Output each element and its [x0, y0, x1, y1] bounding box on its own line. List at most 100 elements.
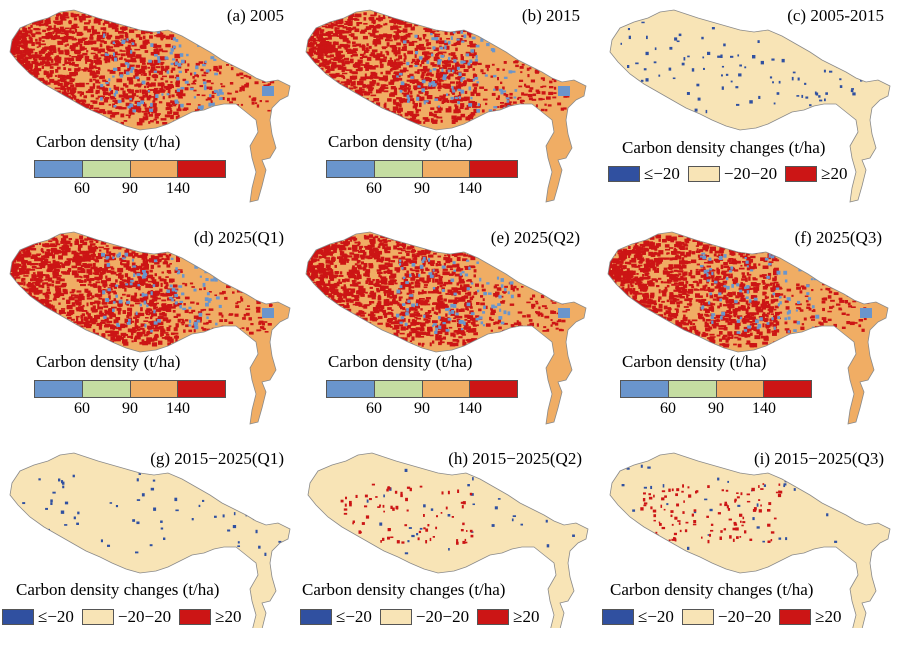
- swatch-gt140: [470, 381, 517, 397]
- label-increase: ≥20: [513, 607, 540, 626]
- density-colorbar: [34, 380, 226, 398]
- swatch-90-140: [130, 381, 179, 397]
- density-colorbar: [326, 160, 518, 178]
- panel-d: (d) 2025(Q1) Carbon density (t/ha) 60 90…: [0, 222, 300, 431]
- swatch-gt140: [470, 161, 517, 177]
- tick-90: 90: [122, 400, 138, 417]
- map-a: [9, 9, 291, 203]
- label-stable: −20−20: [117, 607, 172, 626]
- swatch-lt60: [621, 381, 669, 397]
- label-stable: −20−20: [723, 164, 778, 183]
- legend-title: Carbon density (t/ha): [36, 352, 181, 371]
- panel-title: (g) 2015−2025(Q1): [150, 449, 284, 468]
- legend-title: Carbon density changes (t/ha): [16, 580, 220, 599]
- panel-i: (i) 2015−2025(Q3) Carbon density changes…: [600, 443, 900, 652]
- map-i: [609, 452, 891, 628]
- legend-title: Carbon density (t/ha): [36, 132, 181, 151]
- change-legend: ≤−20 −20−20 ≥20: [608, 164, 855, 184]
- swatch-60-90: [82, 381, 131, 397]
- legend-title: Carbon density changes (t/ha): [302, 580, 506, 599]
- swatch-decrease: [608, 166, 640, 182]
- swatch-gt140: [178, 381, 225, 397]
- density-colorbar: [326, 380, 518, 398]
- panel-title: (i) 2015−2025(Q3): [754, 449, 884, 468]
- tick-60: 60: [366, 180, 382, 197]
- tick-140: 140: [458, 180, 482, 197]
- tick-60: 60: [74, 180, 90, 197]
- label-increase: ≥20: [821, 164, 848, 183]
- swatch-decrease: [602, 609, 634, 625]
- tick-90: 90: [414, 180, 430, 197]
- tick-90: 90: [122, 180, 138, 197]
- swatch-gt140: [178, 161, 225, 177]
- swatch-stable: [81, 609, 114, 625]
- panel-title: (e) 2025(Q2): [490, 228, 580, 247]
- basin-outline: [607, 231, 889, 425]
- tick-140: 140: [752, 400, 776, 417]
- swatch-lt60: [35, 161, 83, 177]
- swatch-increase: [779, 609, 812, 625]
- change-legend: ≤−20 −20−20 ≥20: [602, 607, 849, 627]
- panel-b: (b) 2015 Carbon density (t/ha) 60 90 140: [296, 0, 596, 209]
- swatch-lt60: [327, 381, 375, 397]
- swatch-lt60: [35, 381, 83, 397]
- swatch-60-90: [82, 161, 131, 177]
- map-g: [9, 452, 291, 628]
- tick-60: 60: [660, 400, 676, 417]
- swatch-lt60: [327, 161, 375, 177]
- label-stable: −20−20: [717, 607, 772, 626]
- tick-140: 140: [458, 400, 482, 417]
- tick-140: 140: [166, 400, 190, 417]
- label-decrease: ≤−20: [336, 607, 372, 626]
- label-increase: ≥20: [815, 607, 842, 626]
- panel-g: (g) 2015−2025(Q1) Carbon density changes…: [0, 443, 300, 652]
- swatch-stable: [379, 609, 412, 625]
- basin-outline: [9, 231, 291, 425]
- tick-60: 60: [366, 400, 382, 417]
- panel-title: (d) 2025(Q1): [193, 228, 284, 247]
- basin-outline: [609, 9, 891, 203]
- label-decrease: ≤−20: [38, 607, 74, 626]
- change-legend: ≤−20 −20−20 ≥20: [2, 607, 249, 627]
- basin-region: [10, 453, 290, 628]
- map-f: [607, 231, 889, 425]
- basin-outline: [9, 452, 291, 628]
- tick-60: 60: [74, 400, 90, 417]
- legend-title: Carbon density changes (t/ha): [610, 580, 814, 599]
- density-colorbar: [34, 160, 226, 178]
- swatch-increase: [477, 609, 510, 625]
- swatch-stable: [687, 166, 720, 182]
- label-increase: ≥20: [215, 607, 242, 626]
- swatch-decrease: [2, 609, 34, 625]
- swatch-90-140: [422, 161, 471, 177]
- map-c: [609, 9, 891, 203]
- label-stable: −20−20: [415, 607, 470, 626]
- panel-title: (f) 2025(Q3): [794, 228, 882, 247]
- swatch-increase: [179, 609, 212, 625]
- tick-140: 140: [166, 180, 190, 197]
- legend-title: Carbon density (t/ha): [328, 132, 473, 151]
- change-legend: ≤−20 −20−20 ≥20: [300, 607, 547, 627]
- panel-h: (h) 2015−2025(Q2) Carbon density changes…: [298, 443, 598, 652]
- tick-90: 90: [708, 400, 724, 417]
- panel-a: (a) 2005 Carbon density (t/ha) 60 90 140: [0, 0, 300, 209]
- swatch-60-90: [374, 161, 423, 177]
- swatch-60-90: [668, 381, 717, 397]
- panel-title: (c) 2005-2015: [787, 6, 884, 25]
- panel-title: (b) 2015: [521, 6, 580, 25]
- swatch-90-140: [422, 381, 471, 397]
- swatch-90-140: [130, 161, 179, 177]
- legend-title: Carbon density (t/ha): [328, 352, 473, 371]
- basin-outline: [9, 9, 291, 203]
- map-h: [307, 452, 589, 628]
- panel-c: (c) 2005-2015 Carbon density changes (t/…: [600, 0, 900, 209]
- density-colorbar: [620, 380, 812, 398]
- panel-title: (a) 2005: [226, 6, 284, 25]
- legend-title: Carbon density (t/ha): [622, 352, 767, 371]
- tick-90: 90: [414, 400, 430, 417]
- legend-title: Carbon density changes (t/ha): [622, 138, 826, 157]
- label-decrease: ≤−20: [644, 164, 680, 183]
- basin-outline: [609, 452, 891, 628]
- swatch-stable: [681, 609, 714, 625]
- swatch-60-90: [374, 381, 423, 397]
